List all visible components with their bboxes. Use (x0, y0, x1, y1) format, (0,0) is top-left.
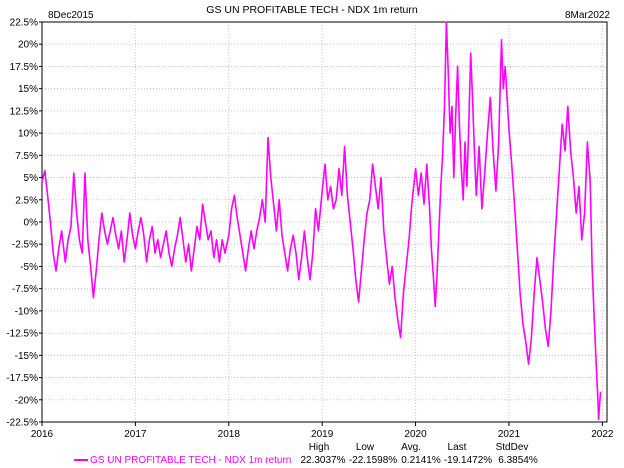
stat-header: Avg. (401, 442, 421, 453)
x-tick-label: 2021 (498, 429, 521, 440)
y-tick-label: -20% (15, 395, 38, 406)
stats-panel: High Low Avg. Last StdDev 22.3037% -22.1598% 0.… (300, 442, 537, 466)
y-tick-label: 2.5% (15, 195, 38, 206)
stat-value: 22.3037% (300, 455, 345, 466)
stat-value: 0.2141% (401, 455, 441, 466)
y-tick-label: 0% (24, 218, 39, 229)
x-tick-label: 2022 (591, 429, 614, 440)
y-tick-label: -15% (15, 351, 38, 362)
y-tick-label: 12.5% (10, 106, 38, 117)
plot-area (41, 21, 602, 421)
stat-value: 6.3854% (498, 455, 538, 466)
x-tick-label: 2019 (311, 429, 334, 440)
chart-title: GS UN PROFITABLE TECH - NDX 1m return (206, 4, 418, 16)
legend-label: GS UN PROFITABLE TECH - NDX 1m return (90, 455, 291, 466)
x-tick-label: 2020 (404, 429, 427, 440)
stat-header: Last (448, 442, 467, 453)
stat-header: Low (356, 442, 375, 453)
x-axis-ticks: 2016 2017 2018 2019 2020 2021 2022 (31, 422, 614, 440)
x-tick-label: 2017 (124, 429, 147, 440)
y-tick-label: 22.5% (10, 18, 38, 29)
y-tick-label: -2.5% (12, 240, 38, 251)
y-tick-label: -17.5% (6, 373, 38, 384)
stat-value: -19.1472% (444, 455, 492, 466)
end-date-label: 8Mar2022 (565, 10, 610, 21)
x-tick-label: 2016 (31, 429, 54, 440)
start-date-label: 8Dec2015 (48, 10, 94, 21)
y-tick-label: 20% (18, 40, 38, 51)
stat-header: High (309, 442, 330, 453)
y-tick-label: 5% (24, 173, 39, 184)
y-tick-label: -22.5% (6, 418, 38, 429)
x-tick-label: 2018 (218, 429, 241, 440)
y-tick-label: -5% (20, 262, 38, 273)
y-tick-label: -12.5% (6, 329, 38, 340)
stat-value: -22.1598% (349, 455, 397, 466)
series-line (41, 21, 602, 421)
y-tick-label: 15% (18, 84, 38, 95)
y-tick-label: 17.5% (10, 62, 38, 73)
y-axis-ticks: 22.5% 20% 17.5% 15% 12.5% 10% 7.5% 5% 2.5% 0% -2.5… (6, 18, 42, 429)
y-tick-label: -10% (15, 306, 38, 317)
legend: GS UN PROFITABLE TECH - NDX 1m return (74, 455, 291, 466)
y-tick-label: 7.5% (15, 151, 38, 162)
y-tick-label: -7.5% (12, 284, 38, 295)
stat-header: StdDev (496, 442, 529, 453)
y-tick-label: 10% (18, 129, 38, 140)
